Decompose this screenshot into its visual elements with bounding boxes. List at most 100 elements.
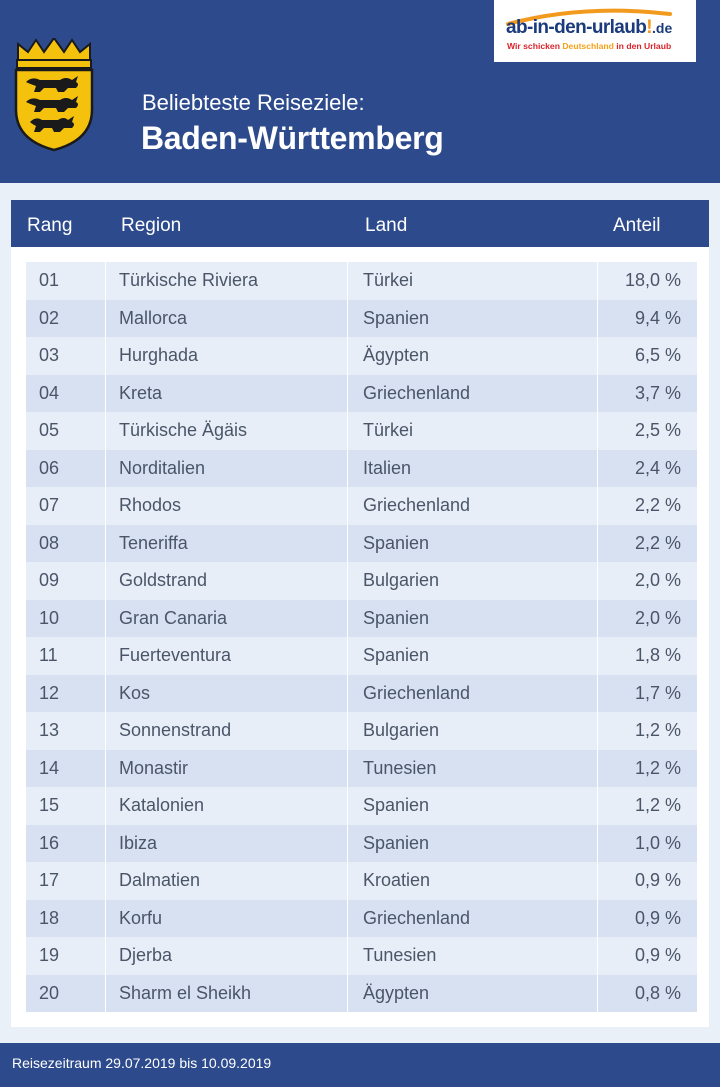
header-banner: Beliebteste Reiseziele: Baden-Württember… [0, 0, 720, 183]
footer: Reisezeitraum 29.07.2019 bis 10.09.2019 [0, 1043, 720, 1087]
column-header-rang: Rang [27, 215, 73, 236]
cell-rang: 03 [39, 345, 60, 365]
column-divider [105, 674, 106, 712]
column-divider [105, 974, 106, 1012]
cell-rang: 16 [39, 832, 60, 853]
cell-anteil: 1,2 % [634, 795, 681, 815]
cell-land: Tunesien [363, 945, 437, 965]
cell-region: Türkische Riviera [119, 270, 259, 290]
column-divider [347, 487, 348, 525]
table-row: 17 Dalmatien Kroatien 0,9 % [26, 862, 697, 900]
cell-land: Ägypten [363, 345, 430, 365]
cell-region: Djerba [119, 945, 173, 965]
column-header-land: Land [365, 215, 408, 236]
column-divider [347, 674, 348, 712]
cell-anteil: 0,9 % [634, 907, 681, 928]
cell-anteil: 1,2 % [634, 720, 681, 740]
cell-anteil: 2,0 % [634, 570, 681, 590]
table-row: 09 Goldstrand Bulgarien 2,0 % [26, 562, 697, 600]
page-subtitle: Beliebteste Reiseziele: [142, 90, 365, 115]
cell-rang: 10 [39, 607, 60, 628]
cell-anteil: 18,0 % [624, 270, 681, 290]
cell-land: Griechenland [363, 682, 471, 703]
cell-rang: 12 [39, 682, 60, 703]
column-divider [347, 562, 348, 600]
column-divider [105, 862, 106, 900]
table-row: 10 Gran Canaria Spanien 2,0 % [26, 599, 697, 637]
cell-land: Türkei [363, 420, 414, 440]
cell-region: Sonnenstrand [119, 720, 232, 740]
cell-land: Italien [363, 457, 412, 478]
column-divider [597, 899, 598, 937]
cell-rang: 19 [39, 945, 60, 965]
cell-rang: 05 [39, 420, 60, 440]
cell-rang: 18 [39, 907, 60, 928]
logo-wordmark: ab-in-den-urlaub!.de [506, 17, 673, 38]
table-row: 11 Fuerteventura Spanien 1,8 % [26, 637, 697, 675]
cell-anteil: 1,0 % [634, 832, 681, 853]
column-divider [597, 449, 598, 487]
column-divider [597, 712, 598, 750]
cell-rang: 13 [39, 720, 60, 740]
table-row: 06 Norditalien Italien 2,4 % [26, 449, 697, 487]
column-divider [105, 487, 106, 525]
column-divider [347, 749, 348, 787]
column-divider [347, 937, 348, 975]
cell-land: Bulgarien [363, 720, 440, 740]
cell-region: Fuerteventura [119, 645, 232, 665]
column-divider [105, 337, 106, 375]
brand-logo[interactable]: ab-in-den-urlaub!.de Wir schicken Deutsc… [494, 0, 696, 62]
table-row: 13 Sonnenstrand Bulgarien 1,2 % [26, 712, 697, 750]
cell-rang: 02 [39, 307, 60, 328]
table-row: 04 Kreta Griechenland 3,7 % [26, 374, 697, 412]
column-divider [347, 974, 348, 1012]
cell-anteil: 6,5 % [634, 345, 681, 365]
logo-swoosh-icon [506, 8, 672, 26]
cell-land: Tunesien [363, 757, 437, 778]
cell-land: Spanien [363, 307, 430, 328]
cell-anteil: 2,5 % [634, 420, 681, 440]
column-divider [597, 562, 598, 600]
table-row: 07 Rhodos Griechenland 2,2 % [26, 487, 697, 525]
cell-region: Kos [119, 682, 151, 703]
column-divider [105, 374, 106, 412]
column-divider [597, 862, 598, 900]
column-divider [347, 337, 348, 375]
column-divider [597, 749, 598, 787]
column-divider [347, 899, 348, 937]
cell-region: Katalonien [119, 795, 205, 815]
cell-land: Spanien [363, 795, 430, 815]
coat-of-arms-icon [14, 38, 94, 152]
cell-land: Griechenland [363, 382, 471, 403]
cell-rang: 09 [39, 570, 60, 590]
cell-anteil: 1,7 % [634, 682, 681, 703]
cell-anteil: 9,4 % [634, 307, 681, 328]
cell-region: Türkische Ägäis [119, 420, 248, 440]
column-divider [347, 712, 348, 750]
column-divider [597, 637, 598, 675]
cell-anteil: 0,9 % [634, 870, 681, 890]
column-divider [105, 899, 106, 937]
cell-land: Spanien [363, 645, 430, 665]
column-divider [597, 599, 598, 637]
column-divider [105, 787, 106, 825]
table-row: 12 Kos Griechenland 1,7 % [26, 674, 697, 712]
table-row: 15 Katalonien Spanien 1,2 % [26, 787, 697, 825]
cell-land: Spanien [363, 532, 430, 553]
column-header-anteil: Anteil [613, 215, 661, 236]
cell-anteil: 2,0 % [634, 607, 681, 628]
column-divider [105, 749, 106, 787]
column-divider [597, 524, 598, 562]
cell-rang: 11 [39, 645, 58, 665]
cell-region: Korfu [119, 907, 163, 928]
column-divider [347, 412, 348, 450]
cell-rang: 04 [39, 382, 60, 403]
cell-anteil: 1,8 % [634, 645, 681, 665]
cell-rang: 17 [39, 870, 60, 890]
column-divider [597, 412, 598, 450]
table-row: 19 Djerba Tunesien 0,9 % [26, 937, 697, 975]
table-row: 03 Hurghada Ägypten 6,5 % [26, 337, 697, 375]
cell-anteil: 2,2 % [634, 495, 681, 515]
cell-region: Sharm el Sheikh [119, 982, 252, 1003]
cell-anteil: 0,9 % [634, 945, 681, 965]
